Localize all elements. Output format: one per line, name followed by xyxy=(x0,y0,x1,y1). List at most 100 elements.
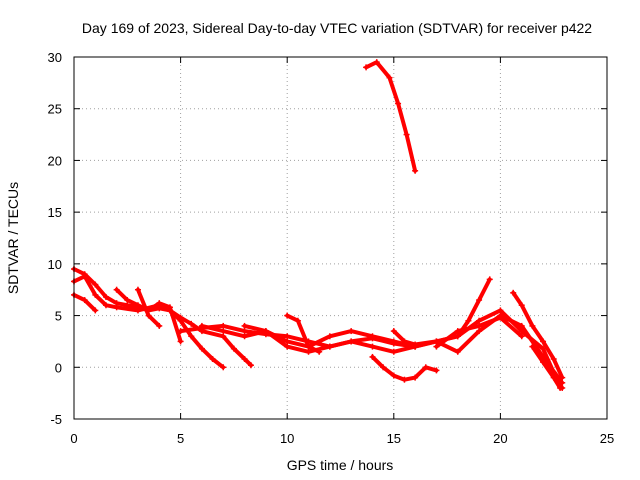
x-tick-label: 5 xyxy=(177,431,184,446)
data-point xyxy=(369,353,376,360)
chart-title: Day 169 of 2023, Sidereal Day-to-day VTE… xyxy=(82,20,592,36)
y-tick-label: 15 xyxy=(48,205,62,220)
data-point xyxy=(198,345,205,352)
data-point xyxy=(177,328,184,335)
data-point xyxy=(220,364,227,371)
data-point xyxy=(220,322,227,329)
data-point xyxy=(241,328,248,335)
data-point xyxy=(412,341,419,348)
data-point xyxy=(476,317,483,324)
data-point xyxy=(380,364,387,371)
data-point xyxy=(81,297,88,304)
data-point xyxy=(454,333,461,340)
data-point xyxy=(188,333,195,340)
data-point xyxy=(188,320,195,327)
data-point xyxy=(102,302,109,309)
y-axis-ticks: -5 0 5 10 15 20 25 30 xyxy=(48,50,607,427)
data-point xyxy=(412,374,419,381)
data-point xyxy=(390,328,397,335)
data-point xyxy=(284,338,291,345)
data-point xyxy=(241,322,248,329)
data-point xyxy=(134,302,141,309)
grid-lines xyxy=(74,57,607,419)
x-axis-label: GPS time / hours xyxy=(287,457,394,473)
data-point xyxy=(230,345,237,352)
data-point xyxy=(294,317,301,324)
data-point xyxy=(92,291,99,298)
data-point xyxy=(518,302,525,309)
data-point xyxy=(369,333,376,340)
y-tick-label: 0 xyxy=(55,360,62,375)
data-point xyxy=(518,328,525,335)
data-point xyxy=(529,322,536,329)
plot-frame xyxy=(73,56,608,420)
y-tick-label: -5 xyxy=(50,412,62,427)
data-point xyxy=(390,338,397,345)
data-point xyxy=(134,307,141,314)
data-point xyxy=(476,322,483,329)
y-tick-label: 30 xyxy=(48,50,62,65)
data-point xyxy=(518,333,525,340)
data-point xyxy=(369,343,376,350)
data-point xyxy=(156,322,163,329)
data-point xyxy=(422,364,429,371)
y-tick-label: 5 xyxy=(55,309,62,324)
data-point xyxy=(113,304,120,311)
y-tick-label: 25 xyxy=(48,102,62,117)
data-point xyxy=(166,304,173,311)
data-point xyxy=(92,281,99,288)
data-point xyxy=(390,372,397,379)
x-tick-label: 20 xyxy=(493,431,507,446)
data-point xyxy=(326,343,333,350)
data-point xyxy=(465,317,472,324)
data-point xyxy=(124,297,131,304)
data-point xyxy=(454,328,461,335)
data-point xyxy=(316,348,323,355)
data-point xyxy=(529,343,536,350)
x-tick-label: 25 xyxy=(600,431,614,446)
data-point xyxy=(433,367,440,374)
y-axis-label: SDTVAR / TECUs xyxy=(5,182,21,294)
data-point xyxy=(476,328,483,335)
data-point xyxy=(363,64,370,71)
data-point xyxy=(454,348,461,355)
data-point xyxy=(390,348,397,355)
data-point xyxy=(284,343,291,350)
data-point xyxy=(348,338,355,345)
y-tick-label: 20 xyxy=(48,153,62,168)
data-point xyxy=(305,348,312,355)
data-point xyxy=(284,333,291,340)
data-point xyxy=(209,356,216,363)
data-point xyxy=(486,276,493,283)
series-track-10 xyxy=(364,60,418,173)
data-point xyxy=(241,356,248,363)
series-track-9 xyxy=(285,313,322,354)
data-point xyxy=(262,328,269,335)
data-point xyxy=(247,362,254,369)
series-track-15 xyxy=(530,344,563,390)
data-point xyxy=(518,322,525,329)
data-point xyxy=(497,314,504,321)
data-point xyxy=(348,328,355,335)
series-track-11 xyxy=(370,354,439,382)
data-point xyxy=(550,374,557,381)
data-point xyxy=(540,359,547,366)
series-track-14 xyxy=(511,290,565,380)
data-point xyxy=(102,293,109,300)
data-point xyxy=(510,289,517,296)
data-point xyxy=(220,328,227,335)
data-point xyxy=(198,322,205,329)
data-point xyxy=(401,338,408,345)
data-point xyxy=(326,333,333,340)
x-tick-label: 15 xyxy=(387,431,401,446)
data-point xyxy=(220,333,227,340)
data-point xyxy=(557,384,564,391)
data-point xyxy=(476,297,483,304)
data-point xyxy=(403,131,410,138)
data-point xyxy=(177,338,184,345)
data-point xyxy=(395,100,402,107)
data-point xyxy=(386,74,393,81)
data-point xyxy=(177,314,184,321)
data-point xyxy=(145,312,152,319)
